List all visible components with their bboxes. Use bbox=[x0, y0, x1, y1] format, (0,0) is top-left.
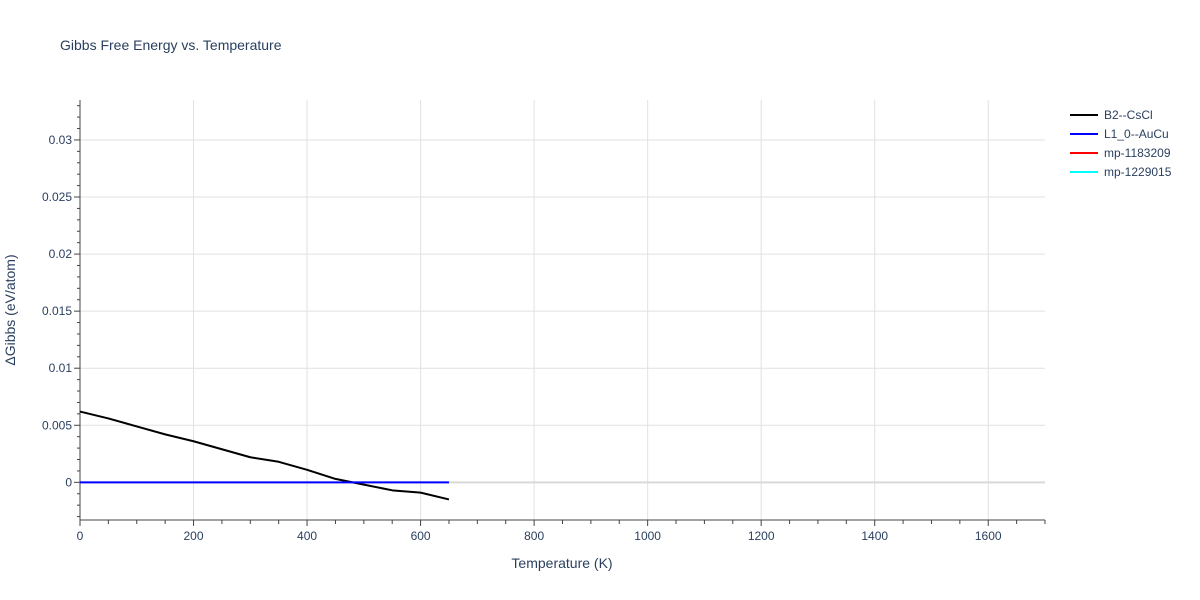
legend-label: L1_0--AuCu bbox=[1104, 127, 1169, 141]
y-axis-title: ΔGibbs (eV/atom) bbox=[2, 254, 18, 365]
x-tick-label: 400 bbox=[297, 529, 317, 543]
legend-label: mp-1183209 bbox=[1104, 146, 1171, 160]
axes bbox=[74, 100, 1046, 526]
x-axis-title: Temperature (K) bbox=[511, 555, 612, 571]
y-tick-label: 0.005 bbox=[42, 418, 72, 432]
series-line-b2-cscl bbox=[79, 410, 450, 501]
legend-item[interactable]: B2--CsCl bbox=[1070, 108, 1153, 122]
legend[interactable]: B2--CsCl L1_0--AuCu mp-1183209 mp-1229015 bbox=[1070, 108, 1172, 179]
tick-labels: 0 200 400 600 800 1000 1200 1400 1600 0 0.005 0.01 0… bbox=[42, 133, 1002, 543]
y-tick-label: 0.015 bbox=[42, 304, 72, 318]
y-tick-label: 0.01 bbox=[49, 361, 73, 375]
legend-item[interactable]: mp-1229015 bbox=[1070, 165, 1172, 179]
chart-title: Gibbs Free Energy vs. Temperature bbox=[60, 37, 282, 53]
y-tick-label: 0 bbox=[65, 475, 72, 489]
y-tick-label: 0.02 bbox=[49, 247, 73, 261]
x-tick-label: 1600 bbox=[975, 529, 1002, 543]
y-tick-label: 0.03 bbox=[49, 133, 73, 147]
x-tick-label: 1000 bbox=[634, 529, 661, 543]
x-tick-label: 0 bbox=[77, 529, 84, 543]
x-tick-label: 1400 bbox=[861, 529, 888, 543]
grid bbox=[80, 100, 1045, 520]
series-lines bbox=[79, 410, 450, 501]
y-tick-label: 0.025 bbox=[42, 190, 72, 204]
legend-item[interactable]: L1_0--AuCu bbox=[1070, 127, 1169, 141]
legend-label: mp-1229015 bbox=[1104, 165, 1172, 179]
legend-item[interactable]: mp-1183209 bbox=[1070, 146, 1171, 160]
legend-label: B2--CsCl bbox=[1104, 108, 1153, 122]
x-tick-label: 600 bbox=[411, 529, 431, 543]
x-tick-label: 1200 bbox=[748, 529, 775, 543]
x-tick-label: 800 bbox=[524, 529, 544, 543]
x-tick-label: 200 bbox=[184, 529, 204, 543]
